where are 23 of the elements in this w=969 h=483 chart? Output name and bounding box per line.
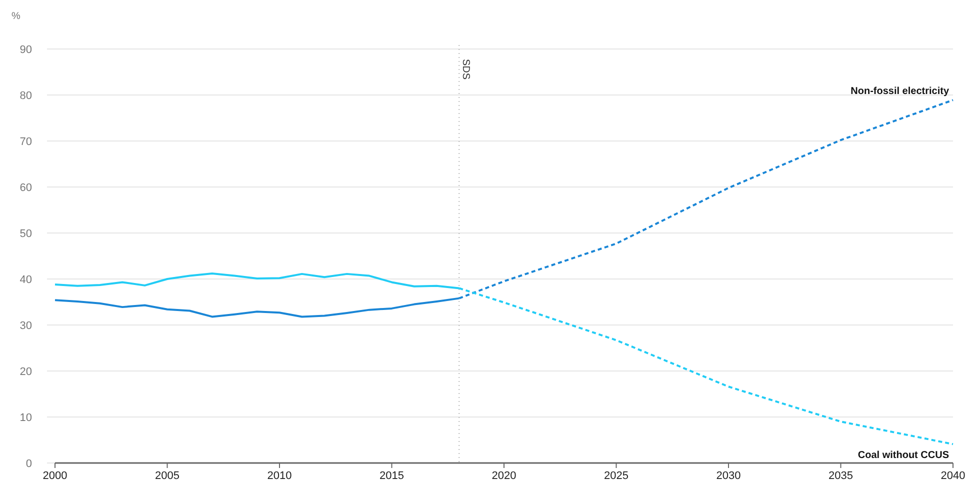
y-axis-title: % — [12, 11, 21, 22]
x-tick-label: 2025 — [604, 470, 628, 482]
x-tick-label: 2015 — [380, 470, 404, 482]
x-tick-label: 2020 — [492, 470, 516, 482]
y-tick-label: 0 — [26, 458, 32, 470]
y-tick-label: 10 — [20, 412, 32, 424]
y-tick-label: 50 — [20, 228, 32, 240]
ref-line-label: SDS — [460, 59, 472, 80]
y-tick-label: 20 — [20, 366, 32, 378]
series-label: Non-fossil electricity — [850, 86, 950, 98]
x-tick-label: 2040 — [940, 470, 966, 482]
y-tick-label: 80 — [20, 90, 32, 102]
x-tick-label: 2000 — [42, 470, 68, 482]
y-tick-label: 90 — [20, 44, 32, 56]
y-tick-label: 70 — [20, 136, 32, 148]
x-tick-label: 2005 — [155, 470, 180, 482]
x-tick-label: 2010 — [267, 470, 292, 482]
y-tick-label: 40 — [20, 274, 32, 286]
y-tick-label: 30 — [20, 320, 32, 332]
series-label: Coal without CCUS — [858, 450, 950, 461]
x-tick-label: 2030 — [716, 470, 741, 482]
x-tick-label: 2035 — [828, 470, 853, 482]
y-tick-label: 60 — [20, 182, 32, 194]
